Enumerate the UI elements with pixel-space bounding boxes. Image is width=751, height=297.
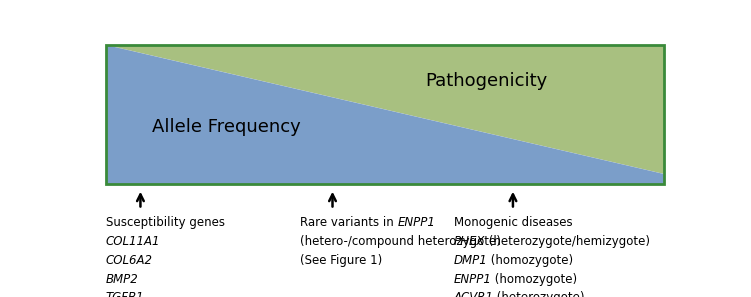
Text: Monogenic diseases: Monogenic diseases — [454, 216, 572, 229]
Polygon shape — [105, 45, 665, 184]
Text: Susceptibility genes: Susceptibility genes — [105, 216, 225, 229]
Text: TGFB1…: TGFB1… — [105, 291, 155, 297]
Text: Allele Frequency: Allele Frequency — [152, 118, 301, 136]
Text: BMP2: BMP2 — [105, 273, 138, 285]
Text: Pathogenicity: Pathogenicity — [426, 72, 548, 90]
Text: (See Figure 1): (See Figure 1) — [300, 254, 383, 267]
Text: (homozygote): (homozygote) — [487, 254, 574, 267]
Text: (hetero-/compound heterozygote): (hetero-/compound heterozygote) — [300, 235, 502, 248]
Text: DMP1: DMP1 — [454, 254, 487, 267]
Text: PHEX: PHEX — [454, 235, 485, 248]
Text: COL6A2: COL6A2 — [105, 254, 152, 267]
Bar — [105, 45, 664, 184]
Polygon shape — [105, 45, 665, 184]
Text: Rare variants in: Rare variants in — [300, 216, 398, 229]
Text: ENPP1: ENPP1 — [454, 273, 491, 285]
Text: COL11A1: COL11A1 — [105, 235, 160, 248]
Polygon shape — [105, 45, 665, 184]
Text: ACVR1: ACVR1 — [454, 291, 493, 297]
Text: ENPP1: ENPP1 — [398, 216, 436, 229]
Text: (heterozygote): (heterozygote) — [493, 291, 585, 297]
Text: (heterozygote/hemizygote): (heterozygote/hemizygote) — [485, 235, 650, 248]
Text: (homozygote): (homozygote) — [491, 273, 578, 285]
